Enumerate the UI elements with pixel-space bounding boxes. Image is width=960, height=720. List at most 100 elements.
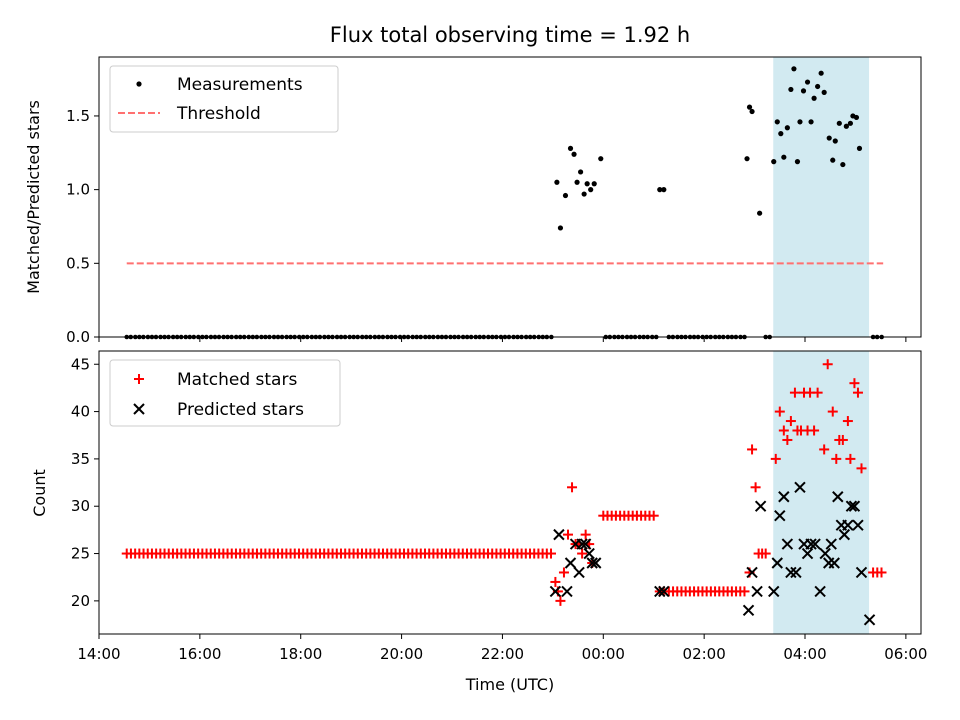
measurement-point <box>661 187 667 193</box>
y-tick-label: 30 <box>71 497 90 515</box>
legend-threshold: Threshold <box>176 104 261 124</box>
matched-star-point <box>785 416 796 427</box>
matched-star-point <box>812 387 823 398</box>
predicted-star-point <box>576 538 588 550</box>
measurement-point <box>811 95 817 101</box>
predicted-star-point <box>742 604 755 617</box>
top-y-axis-label: Matched/Predicted stars <box>24 100 43 294</box>
predicted-star-point <box>855 566 868 579</box>
measurement-point <box>840 161 846 168</box>
predicted-star-point <box>828 557 840 569</box>
predicted-star-point <box>778 491 790 503</box>
measurement-point <box>562 192 569 199</box>
measurement-point <box>800 88 807 94</box>
predicted-star-point <box>825 538 837 550</box>
measurement-point <box>591 181 597 187</box>
measurement-point <box>815 83 821 90</box>
predicted-star-point <box>842 519 854 531</box>
matched-star-point <box>837 434 848 445</box>
measurement-point <box>853 114 860 121</box>
measurement-point <box>581 191 587 197</box>
measurement-point <box>584 181 590 187</box>
matched-star-point <box>555 595 566 606</box>
measurement-point <box>826 135 832 141</box>
predicted-star-point <box>549 585 562 598</box>
legend-predicted-stars: Predicted stars <box>177 400 304 420</box>
predicted-star-point <box>801 547 814 560</box>
measurement-point <box>808 119 814 125</box>
predicted-star-point <box>553 528 565 541</box>
matched-star-point <box>831 453 842 464</box>
x-tick-label: 14:00 <box>77 645 120 663</box>
top-axes-frame <box>98 56 922 338</box>
measurements-legend-marker <box>136 81 142 87</box>
matched-star-point <box>876 567 887 578</box>
matched-star-point <box>770 453 781 464</box>
x-tick-label: 18:00 <box>279 645 322 663</box>
predicted-star-point <box>590 557 602 569</box>
matched-star-point <box>747 444 758 455</box>
matched-star-point <box>562 529 573 540</box>
matched-star-point <box>550 576 561 587</box>
bottom-data-layer <box>121 359 887 626</box>
x-tick-label: 04:00 <box>783 645 826 663</box>
predicted-star-point <box>781 538 794 550</box>
measurement-point <box>832 138 838 144</box>
predicted-star-point <box>586 557 598 569</box>
predicted-star-point <box>785 566 797 579</box>
measurement-point <box>821 89 827 95</box>
y-tick-label: 20 <box>71 592 90 610</box>
measurement-point <box>598 156 604 162</box>
matched-star-point <box>809 425 820 436</box>
chart-title: Flux total observing time = 1.92 h <box>330 23 690 47</box>
measurement-point <box>774 119 780 125</box>
measurement-point <box>554 179 560 185</box>
y-tick-label: 40 <box>71 403 90 421</box>
y-tick-label: 25 <box>71 545 90 563</box>
predicted-star-point <box>794 481 806 494</box>
y-tick-label: 1.0 <box>66 181 90 199</box>
y-tick-label: 45 <box>71 355 90 373</box>
top-legend-box <box>109 65 339 133</box>
measurement-point <box>778 131 784 137</box>
top-legend: Measurements Threshold <box>109 65 339 133</box>
matched-star-point <box>849 378 860 389</box>
x-tick-label: 22:00 <box>481 645 524 663</box>
matched-legend-marker <box>134 374 144 384</box>
top-x-axis <box>98 337 907 342</box>
predicted-star-point <box>838 528 851 541</box>
predicted-star-point <box>832 491 844 503</box>
predicted-star-point <box>809 538 821 550</box>
top-shaded-region <box>773 57 870 337</box>
x-tick-label: 16:00 <box>178 645 221 663</box>
y-tick-label: 0.0 <box>66 328 90 346</box>
y-tick-label: 1.5 <box>66 107 90 125</box>
x-tick-label: 06:00 <box>884 645 927 663</box>
measurement-point <box>757 210 763 216</box>
measurement-point <box>830 157 836 163</box>
measurement-point <box>746 104 753 110</box>
predicted-star-point <box>573 566 585 579</box>
bottom-legend: Matched stars Predicted stars <box>109 359 341 427</box>
predicted-star-point <box>819 547 831 560</box>
measurement-point <box>791 66 797 72</box>
predicted-star-point <box>768 585 780 598</box>
bottom-legend-box <box>109 359 341 427</box>
top-panel: 0.0 0.5 1.0 1.5 Matched/Predicted stars Mea… <box>24 56 922 346</box>
matched-star-point <box>822 359 833 370</box>
predicted-star-point <box>746 566 758 579</box>
measurement-point <box>781 154 787 160</box>
measurement-point <box>578 169 584 175</box>
bottom-y-axis-label: Count <box>30 469 49 517</box>
predicted-star-point <box>579 538 592 550</box>
matched-star-point <box>782 434 793 445</box>
measurement-point <box>804 79 811 85</box>
predicted-star-point <box>583 547 595 560</box>
legend-measurements: Measurements <box>177 75 303 95</box>
predicted-star-point <box>814 585 826 598</box>
matched-star-point <box>778 425 789 436</box>
matched-star-point <box>580 529 591 540</box>
matched-star-point <box>567 482 578 493</box>
measurement-point <box>771 159 777 165</box>
